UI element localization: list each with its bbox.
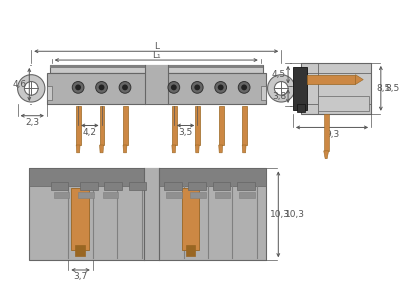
Circle shape bbox=[72, 82, 84, 93]
Bar bbox=[102, 192, 118, 198]
Bar bbox=[190, 192, 206, 198]
Bar bbox=[213, 182, 230, 190]
Text: 4,5: 4,5 bbox=[272, 70, 286, 79]
Bar bbox=[239, 192, 255, 198]
Bar bbox=[54, 192, 69, 198]
Circle shape bbox=[274, 82, 288, 95]
Bar bbox=[293, 67, 307, 110]
Circle shape bbox=[194, 84, 200, 90]
Bar bbox=[301, 63, 371, 114]
Bar bbox=[47, 86, 52, 100]
Circle shape bbox=[122, 84, 128, 90]
Bar bbox=[104, 182, 122, 190]
Bar bbox=[172, 106, 177, 145]
Polygon shape bbox=[242, 145, 246, 153]
Circle shape bbox=[75, 84, 81, 90]
Polygon shape bbox=[356, 75, 363, 84]
Text: 4,2: 4,2 bbox=[83, 128, 97, 137]
Text: 9,3: 9,3 bbox=[325, 130, 339, 139]
Text: 10,3: 10,3 bbox=[285, 210, 305, 219]
Bar bbox=[71, 188, 89, 250]
Circle shape bbox=[99, 84, 104, 90]
Bar bbox=[324, 114, 328, 151]
Bar bbox=[261, 86, 266, 100]
Bar bbox=[182, 188, 199, 250]
Bar bbox=[144, 168, 159, 260]
Circle shape bbox=[268, 75, 295, 102]
Circle shape bbox=[191, 82, 203, 93]
Bar bbox=[195, 106, 200, 145]
Bar bbox=[50, 65, 263, 68]
Polygon shape bbox=[324, 151, 328, 159]
Polygon shape bbox=[123, 145, 127, 153]
Polygon shape bbox=[76, 145, 80, 153]
Circle shape bbox=[215, 82, 226, 93]
Bar bbox=[129, 182, 146, 190]
Bar bbox=[123, 106, 128, 145]
Polygon shape bbox=[172, 145, 176, 153]
Bar bbox=[237, 182, 255, 190]
Circle shape bbox=[218, 84, 224, 90]
Text: 8,5: 8,5 bbox=[386, 84, 400, 93]
Circle shape bbox=[168, 82, 180, 93]
Bar bbox=[307, 75, 356, 84]
Circle shape bbox=[96, 82, 108, 93]
Circle shape bbox=[119, 82, 131, 93]
Text: 4,6: 4,6 bbox=[12, 80, 26, 89]
Circle shape bbox=[238, 82, 250, 93]
Bar bbox=[80, 182, 98, 190]
Bar bbox=[51, 182, 68, 190]
Bar bbox=[29, 168, 266, 260]
Bar bbox=[318, 96, 369, 111]
Circle shape bbox=[171, 84, 177, 90]
Bar bbox=[219, 106, 224, 145]
Bar bbox=[242, 106, 247, 145]
Polygon shape bbox=[100, 145, 104, 153]
Text: L₁: L₁ bbox=[152, 51, 160, 60]
Bar bbox=[166, 192, 182, 198]
Bar bbox=[50, 65, 263, 73]
Text: 2,3: 2,3 bbox=[25, 118, 39, 127]
Text: 3,5: 3,5 bbox=[178, 128, 193, 137]
Text: 3,8: 3,8 bbox=[272, 92, 286, 101]
Text: 10,3: 10,3 bbox=[270, 210, 290, 219]
Text: 8,5: 8,5 bbox=[376, 84, 390, 93]
Text: L: L bbox=[154, 42, 159, 51]
Bar bbox=[215, 192, 230, 198]
Bar bbox=[144, 65, 168, 104]
Bar bbox=[78, 192, 94, 198]
Bar bbox=[188, 182, 206, 190]
Bar bbox=[297, 104, 305, 112]
Polygon shape bbox=[195, 145, 199, 153]
Circle shape bbox=[241, 84, 247, 90]
Circle shape bbox=[24, 82, 38, 95]
Polygon shape bbox=[219, 145, 223, 153]
Bar bbox=[29, 168, 266, 186]
Text: 3,7: 3,7 bbox=[74, 272, 88, 281]
Circle shape bbox=[18, 75, 45, 102]
Bar bbox=[47, 73, 266, 104]
Bar bbox=[186, 245, 195, 256]
Bar bbox=[75, 245, 85, 256]
Bar bbox=[100, 106, 104, 145]
Bar bbox=[164, 182, 182, 190]
Bar bbox=[76, 106, 81, 145]
